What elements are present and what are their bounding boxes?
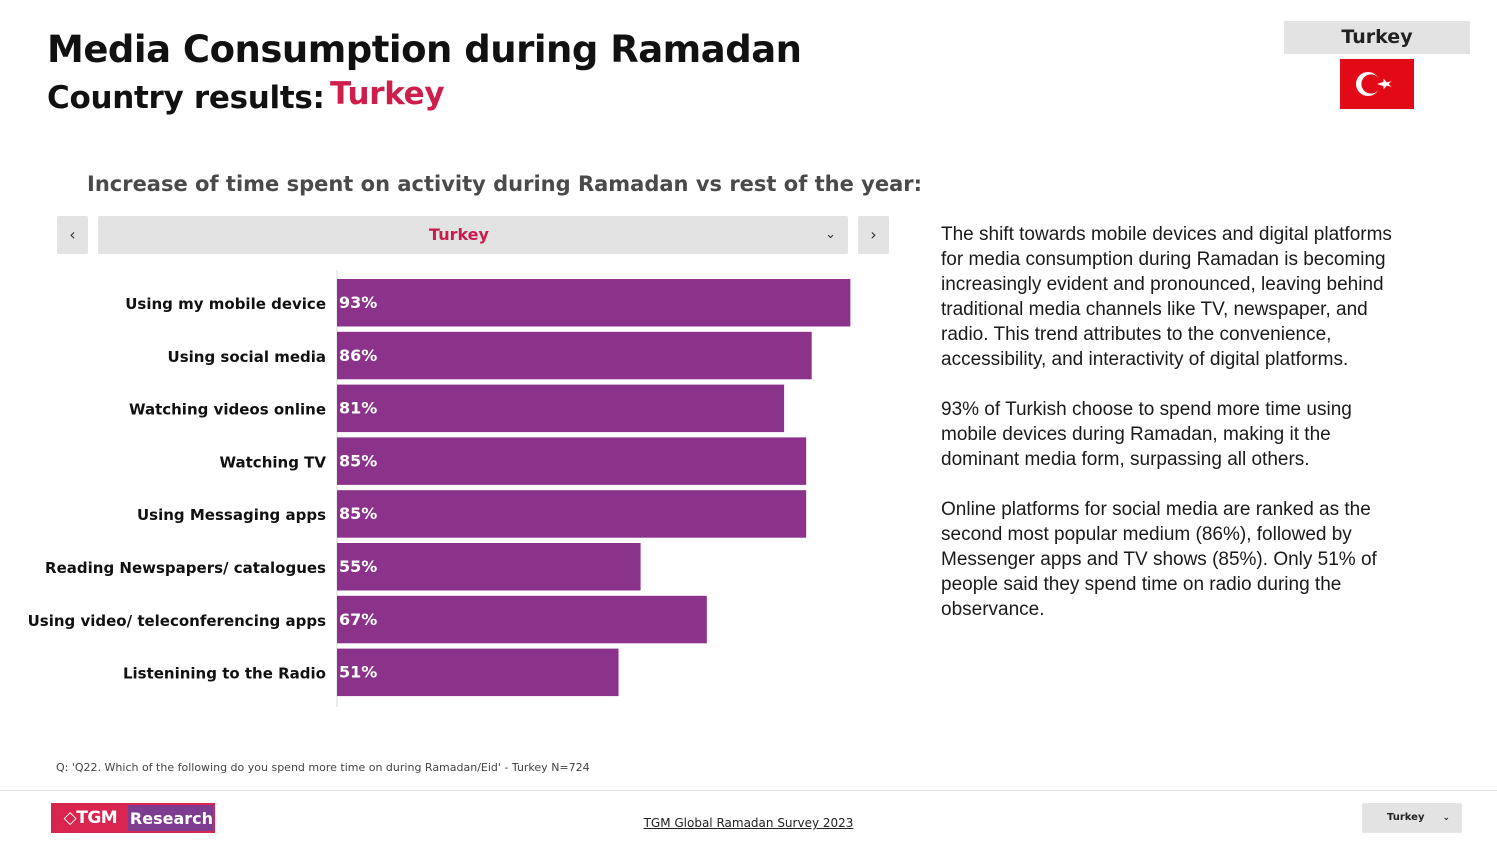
logo-mark: ◇TGM	[53, 805, 128, 831]
next-country-button[interactable]: ›	[858, 216, 889, 254]
category-label: Using social media	[168, 348, 326, 366]
bar[interactable]	[337, 648, 619, 697]
footnote: Q: 'Q22. Which of the following do you s…	[56, 761, 590, 774]
chevron-right-icon: ›	[870, 225, 877, 244]
subtitle-label: Country results:	[47, 80, 325, 116]
bar-value-label: 51%	[339, 663, 377, 682]
bar-value-label: 85%	[339, 504, 377, 523]
bar[interactable]	[337, 279, 851, 327]
bar[interactable]	[337, 437, 807, 485]
chart-title: Increase of time spent on activity durin…	[87, 172, 923, 196]
country-dropdown[interactable]: Turkey ⌄	[98, 216, 848, 254]
footer-country-select[interactable]: Turkey ⌄	[1362, 803, 1462, 833]
country-dropdown-value: Turkey	[429, 225, 489, 244]
category-label: Watching videos online	[129, 401, 326, 419]
commentary: The shift towards mobile devices and dig…	[941, 222, 1411, 647]
category-label: Watching TV	[220, 453, 327, 471]
footer-country-select-value: Turkey	[1387, 812, 1425, 823]
bar[interactable]	[337, 384, 785, 433]
bar-value-label: 81%	[339, 399, 377, 418]
bar[interactable]	[337, 490, 807, 538]
page-subtitle: Country results: Turkey	[47, 76, 445, 116]
footer: ◇TGM Research TGM Global Ramadan Survey …	[0, 790, 1497, 843]
bar-value-label: 93%	[339, 293, 377, 312]
bar-value-label: 55%	[339, 557, 377, 576]
commentary-paragraph: The shift towards mobile devices and dig…	[941, 224, 1392, 370]
bar-value-label: 67%	[339, 610, 377, 629]
turkey-flag-icon	[1340, 59, 1414, 109]
survey-link[interactable]: TGM Global Ramadan Survey 2023	[0, 816, 1497, 830]
category-label: Using Messaging apps	[137, 506, 326, 524]
subtitle-country: Turkey	[330, 76, 445, 112]
logo-text: Research	[129, 808, 213, 828]
bar[interactable]	[337, 543, 641, 591]
tgm-research-logo[interactable]: ◇TGM Research	[51, 803, 215, 833]
category-label: Reading Newspapers/ catalogues	[45, 559, 326, 577]
country-badge: Turkey	[1284, 21, 1470, 54]
category-label: Using video/ teleconferencing apps	[28, 612, 326, 630]
bar-value-label: 85%	[339, 451, 377, 470]
category-label: Listenining to the Radio	[123, 665, 326, 683]
chevron-down-icon: ⌄	[825, 227, 836, 242]
bar[interactable]	[337, 331, 812, 380]
bar[interactable]	[337, 595, 707, 644]
bar-value-label: 86%	[339, 346, 377, 365]
chevron-down-icon: ⌄	[1442, 813, 1450, 823]
category-label: Using my mobile device	[125, 295, 326, 313]
bar-chart: 93% Using my mobile device 86% Using social…	[28, 270, 851, 707]
commentary-paragraph: Online platforms for social media are ra…	[941, 499, 1377, 620]
commentary-paragraph: 93% of Turkish choose to spend more time…	[941, 399, 1352, 470]
prev-country-button[interactable]: ‹	[57, 216, 88, 254]
survey-link-text[interactable]: TGM Global Ramadan Survey 2023	[643, 816, 854, 830]
chevron-left-icon: ‹	[69, 225, 76, 244]
page-title: Media Consumption during Ramadan	[47, 28, 802, 71]
